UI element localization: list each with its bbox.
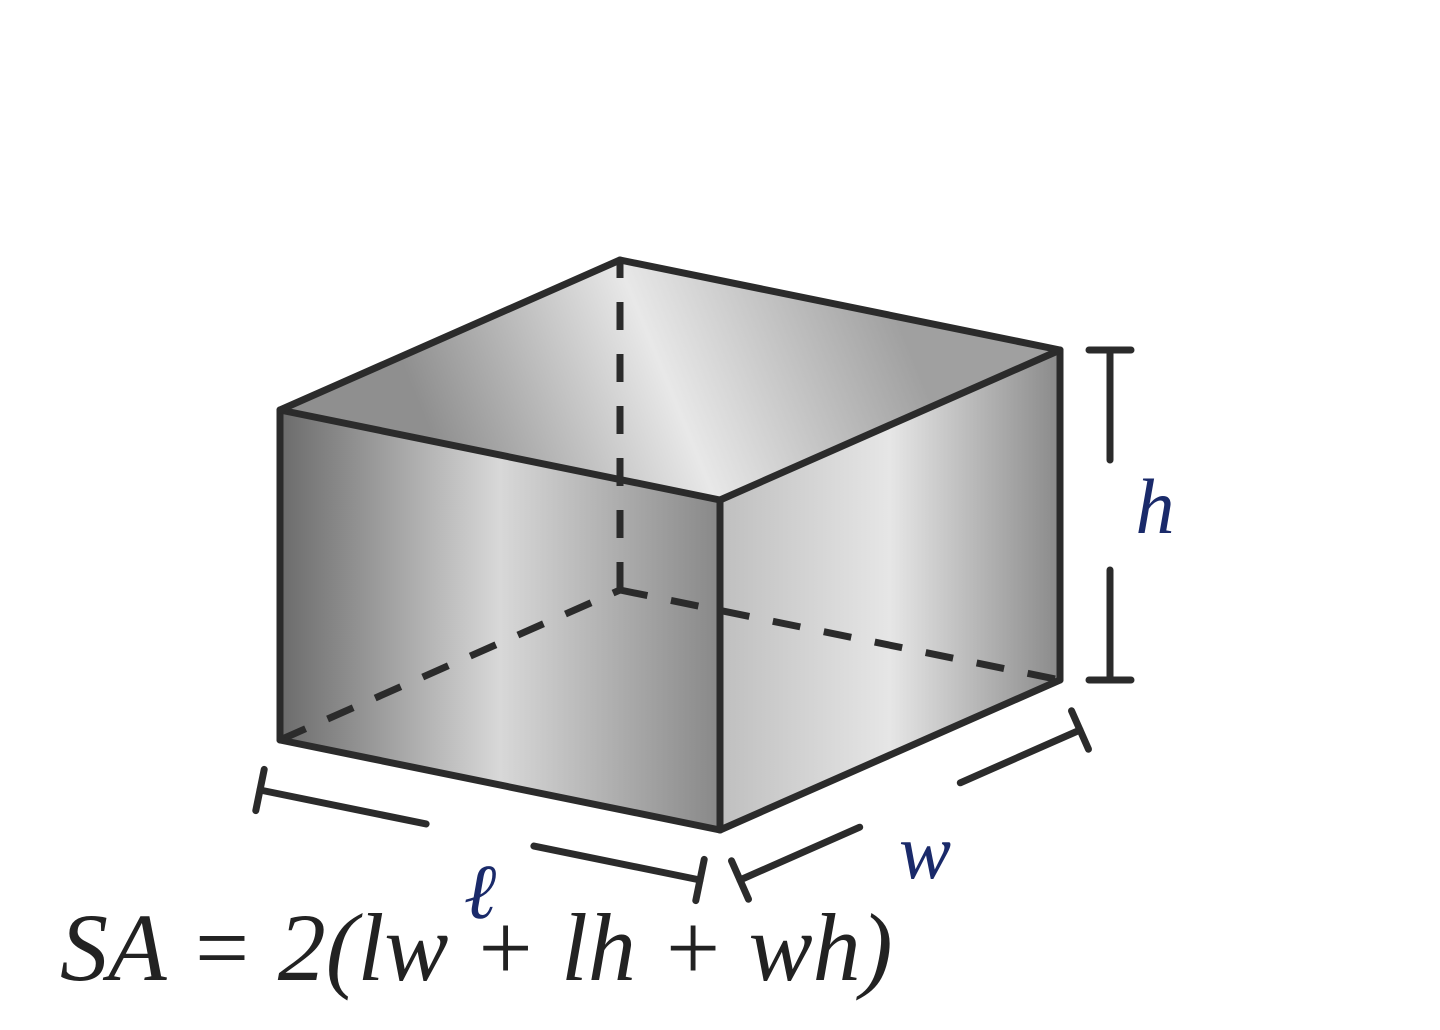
dim-label-height: h (1136, 463, 1175, 550)
dim-line-length (260, 790, 426, 824)
dim-label-width: w (899, 808, 951, 895)
diagram-stage: { "canvas": { "width": 1440, "height": 1… (0, 0, 1440, 1030)
dim-line-length (534, 846, 700, 880)
surface-area-formula: SA = 2(lw + lh + wh) (60, 892, 893, 1003)
dim-line-width (960, 730, 1080, 783)
dim-line-width (740, 827, 860, 880)
prism-svg: ℓwh (0, 0, 1440, 1030)
